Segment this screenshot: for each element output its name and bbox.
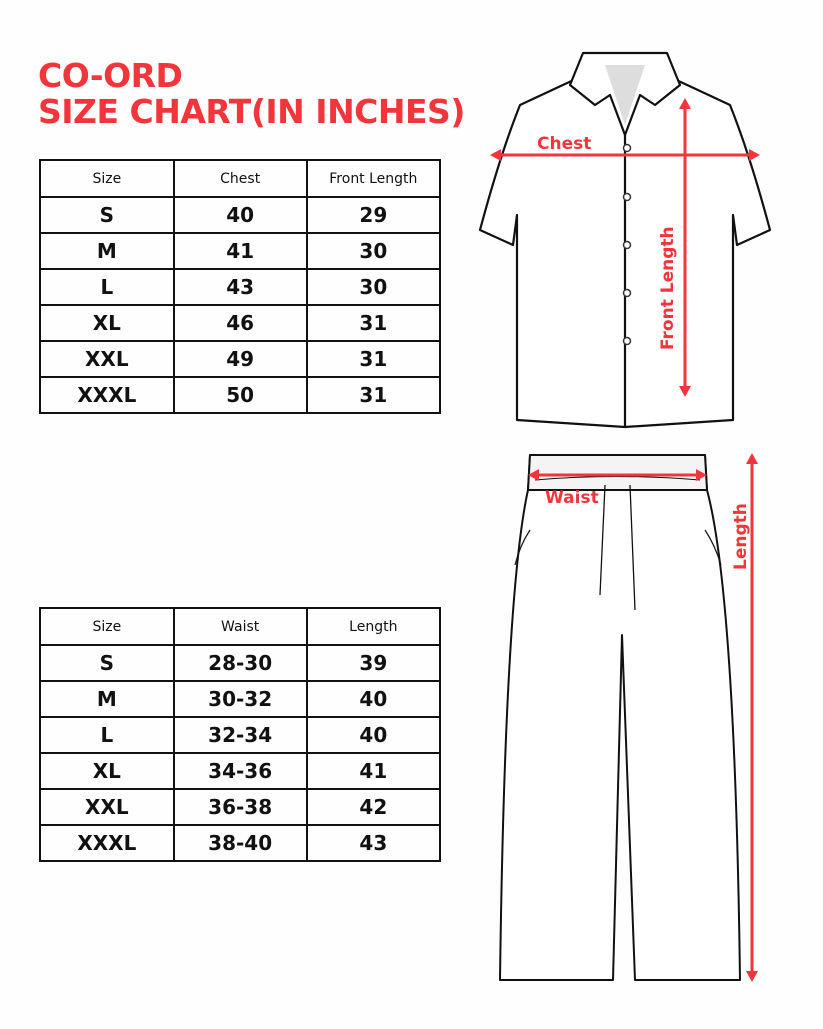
waistband: [527, 454, 708, 491]
drawstring: [599, 484, 636, 611]
table-row: XL 46 31: [39, 304, 442, 342]
column-header: Front Length: [305, 159, 442, 198]
table-row: M 30-32 40: [39, 680, 442, 718]
button-icon: [622, 288, 632, 298]
table-row: XXL 36-38 42: [39, 788, 442, 826]
button-icon: [622, 336, 632, 346]
button-icon: [622, 240, 632, 250]
table-cell: 32-34: [172, 716, 308, 754]
table-row: XL 34-36 41: [39, 752, 442, 790]
table-cell: XXL: [39, 340, 175, 378]
table-cell: 31: [305, 376, 442, 414]
column-header: Chest: [172, 159, 308, 198]
button-icon: [622, 143, 632, 153]
column-header: Waist: [172, 607, 308, 646]
pants-body: [499, 454, 741, 981]
pants-size-table: Size Waist Length S 28-30 39 M 30-32 40 L 32-34 40 X…: [39, 607, 442, 862]
table-cell: M: [39, 680, 175, 718]
table-row: XXXL 38-40 43: [39, 824, 442, 862]
table-cell: XL: [39, 752, 175, 790]
table-cell: 42: [305, 788, 442, 826]
table-cell: 28-30: [172, 644, 308, 682]
shirt-size-table: Size Chest Front Length S 40 29 M 41 30 L 43 30 XL 46…: [39, 159, 442, 414]
table-cell: 49: [172, 340, 308, 378]
table-cell: XXXL: [39, 824, 175, 862]
table-cell: 34-36: [172, 752, 308, 790]
table-cell: M: [39, 232, 175, 270]
table-cell: 31: [305, 304, 442, 342]
waist-label: Waist: [545, 488, 599, 508]
front-length-label: Front Length: [658, 226, 678, 350]
table-row: L 43 30: [39, 268, 442, 306]
table-cell: 30-32: [172, 680, 308, 718]
table-cell: 39: [305, 644, 442, 682]
table-cell: L: [39, 716, 175, 754]
table-cell: 31: [305, 340, 442, 378]
header-row: Size Chest Front Length: [39, 159, 442, 198]
table-cell: 40: [305, 716, 442, 754]
column-header: Size: [39, 607, 175, 646]
length-label: Length: [731, 503, 751, 570]
shirt-diagram: Chest Front Length: [478, 51, 772, 429]
pants-diagram: Waist Length: [499, 453, 758, 982]
table-cell: 43: [305, 824, 442, 862]
table-cell: 29: [305, 196, 442, 234]
header-row: Size Waist Length: [39, 607, 442, 646]
chest-label: Chest: [537, 134, 591, 154]
column-header: Length: [305, 607, 442, 646]
table-cell: 36-38: [172, 788, 308, 826]
table-cell: 30: [305, 268, 442, 306]
table-cell: 30: [305, 232, 442, 270]
title-line-2: SIZE CHART(IN INCHES): [38, 92, 465, 131]
table-row: XXXL 50 31: [39, 376, 442, 414]
button-icon: [622, 192, 632, 202]
table-cell: 46: [172, 304, 308, 342]
table-cell: 50: [172, 376, 308, 414]
table-row: S 28-30 39: [39, 644, 442, 682]
table-row: M 41 30: [39, 232, 442, 270]
table-cell: 38-40: [172, 824, 308, 862]
table-cell: XXXL: [39, 376, 175, 414]
table-row: S 40 29: [39, 196, 442, 234]
table-cell: L: [39, 268, 175, 306]
table-cell: 40: [305, 680, 442, 718]
table-row: L 32-34 40: [39, 716, 442, 754]
table-cell: S: [39, 196, 175, 234]
table-cell: 41: [305, 752, 442, 790]
table-row: XXL 49 31: [39, 340, 442, 378]
table-cell: 40: [172, 196, 308, 234]
table-cell: XL: [39, 304, 175, 342]
table-cell: 43: [172, 268, 308, 306]
table-cell: S: [39, 644, 175, 682]
column-header: Size: [39, 159, 175, 198]
title-line-1: CO-ORD: [38, 56, 183, 95]
table-cell: XXL: [39, 788, 175, 826]
table-cell: 41: [172, 232, 308, 270]
